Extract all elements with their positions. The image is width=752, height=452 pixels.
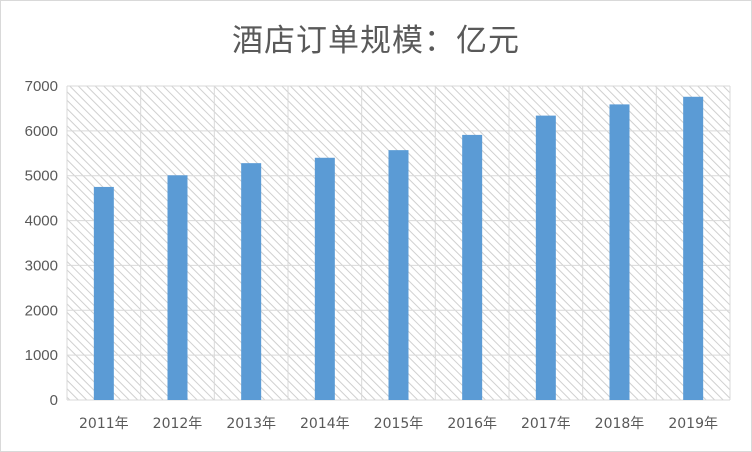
x-tick-label: 2017年	[521, 416, 571, 432]
bar-2017年	[535, 115, 556, 400]
x-tick-label: 2011年	[79, 416, 129, 432]
bar-2012年	[167, 175, 188, 400]
y-tick-label: 4000	[25, 213, 58, 230]
x-tick-label: 2019年	[668, 416, 718, 432]
bar-2011年	[93, 186, 114, 400]
y-tick-label: 0	[50, 392, 58, 409]
bar-2016年	[462, 134, 483, 400]
y-axis-ticks: 0 1000 2000 3000 4000 5000 6000 7000	[25, 78, 58, 409]
bar-2013年	[241, 163, 262, 400]
y-tick-label: 6000	[25, 123, 58, 140]
bars	[93, 96, 704, 401]
bar-2015年	[388, 150, 409, 400]
x-tick-label: 2015年	[374, 416, 424, 432]
x-tick-label: 2013年	[226, 416, 276, 432]
x-tick-label: 2012年	[153, 416, 203, 432]
bar-2014年	[314, 157, 335, 400]
y-tick-label: 5000	[25, 168, 58, 185]
x-axis-ticks: 2011年 2012年 2013年 2014年 2015年 2016年 2017年 2018年…	[79, 416, 718, 432]
x-tick-label: 2014年	[300, 416, 350, 432]
y-tick-label: 2000	[25, 302, 58, 319]
y-tick-label: 7000	[25, 78, 58, 95]
bar-2018年	[609, 104, 630, 401]
x-tick-label: 2018年	[595, 416, 645, 432]
x-tick-label: 2016年	[447, 416, 497, 432]
y-tick-label: 3000	[25, 257, 58, 274]
chart-title: 酒店订单规模：亿元	[232, 23, 520, 59]
bar-2019年	[683, 96, 704, 400]
y-tick-label: 1000	[25, 347, 58, 364]
